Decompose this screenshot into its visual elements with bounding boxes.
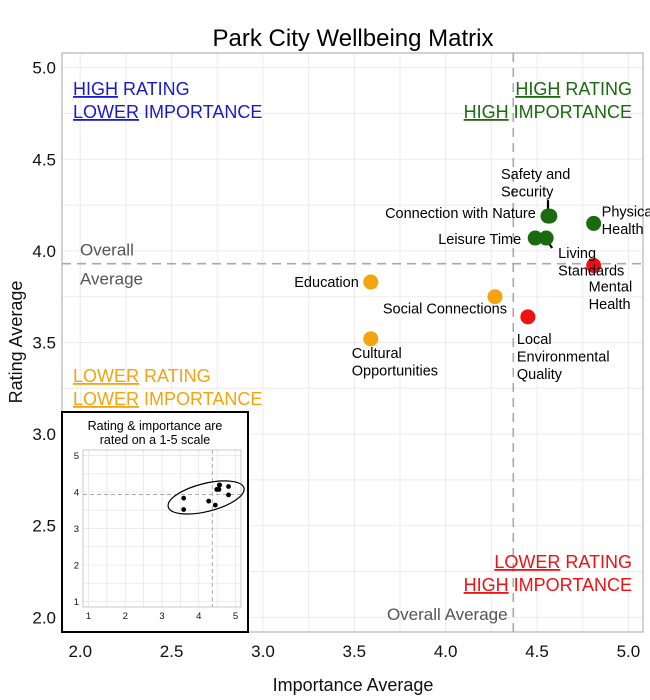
quadrant-label-bottom-left: LOWER RATING	[73, 366, 211, 386]
x-axis-title: Importance Average	[273, 675, 434, 695]
data-point	[363, 274, 379, 290]
data-point-label: Living	[558, 246, 596, 262]
inset-data-point	[212, 502, 218, 508]
quadrant-label-top-right: HIGH IMPORTANCE	[464, 102, 632, 122]
data-point	[363, 331, 379, 347]
quadrant-label-bottom-left: LOWER IMPORTANCE	[73, 389, 262, 409]
inset-title: Rating & importance are	[88, 419, 223, 433]
data-point-label: Health	[589, 297, 631, 313]
x-tick-label: 4.5	[525, 642, 549, 661]
data-point	[586, 215, 602, 231]
data-point	[520, 309, 536, 325]
y-tick-label: 4.0	[32, 242, 56, 261]
inset-data-point	[226, 492, 231, 498]
data-point-label: Mental	[589, 280, 633, 296]
quadrant-label-top-left: LOWER IMPORTANCE	[73, 102, 262, 122]
inset-data-point	[216, 487, 222, 492]
quadrant-label-bottom-right: LOWER RATING	[494, 552, 632, 572]
y-tick-label: 2.0	[32, 608, 56, 627]
x-tick-label: 5.0	[617, 642, 641, 661]
inset-data-point	[181, 507, 187, 512]
inset-plot-border	[82, 449, 242, 608]
inset-y-tick-label: 3	[74, 524, 79, 535]
inset-highlight-ellipse	[167, 480, 245, 515]
data-point-label: Quality	[517, 367, 563, 383]
data-point	[586, 258, 602, 274]
x-tick-label: 4.0	[434, 642, 458, 661]
inset-y-tick-label: 1	[74, 597, 79, 608]
data-point-label: Environmental	[517, 349, 610, 365]
data-point-label: Cultural	[352, 346, 402, 362]
inset-data-point	[181, 495, 187, 501]
data-point-label: Leisure Time	[438, 232, 521, 248]
inset-title: rated on a 1-5 scale	[100, 433, 211, 447]
chart-title: Park City Wellbeing Matrix	[213, 25, 494, 52]
data-point	[487, 289, 503, 305]
data-point-label: Education	[294, 275, 359, 291]
data-point-label: Local	[517, 332, 552, 348]
inset-y-tick-label: 4	[74, 487, 79, 498]
data-point-label: Opportunities	[352, 363, 438, 379]
data-point-label: Security	[501, 185, 554, 201]
data-point	[538, 230, 554, 246]
y-tick-label: 3.0	[32, 425, 56, 444]
data-point	[527, 230, 543, 246]
y-average-label: Overall	[80, 241, 134, 260]
inset-data-point	[226, 484, 231, 489]
data-point-label: Connection with Nature	[385, 206, 536, 222]
data-point-label: Health	[602, 222, 644, 238]
inset-x-tick-label: 5	[233, 611, 238, 622]
y-tick-label: 5.0	[32, 59, 56, 78]
y-axis-title: Rating Average	[6, 281, 26, 404]
inset-x-tick-label: 1	[86, 611, 91, 622]
y-average-label: Average	[80, 270, 143, 289]
y-tick-label: 3.5	[32, 334, 56, 353]
inset-y-tick-label: 5	[74, 451, 79, 462]
inset-data-point	[217, 482, 223, 488]
data-point-label: Physical	[602, 204, 650, 220]
x-tick-label: 2.5	[160, 642, 184, 661]
y-tick-label: 4.5	[32, 150, 56, 169]
y-tick-label: 2.5	[32, 517, 56, 536]
data-point-label: Safety and	[501, 167, 570, 183]
inset-data-point	[206, 498, 212, 504]
inset-x-tick-label: 3	[159, 611, 164, 622]
plot-area: 2.0 2.5 3.0 3.5 4.0 4.5 5.0 2.0 2.5 3.0 3.5 4.0 4.5 5…	[32, 52, 650, 661]
x-tick-label: 3.5	[343, 642, 367, 661]
data-point-label: Social Connections	[383, 302, 507, 318]
data-point-label: Standards	[558, 264, 624, 280]
quadrant-label-bottom-right: HIGH IMPORTANCE	[464, 575, 632, 595]
quadrant-label-top-right: HIGH RATING	[515, 79, 632, 99]
plot-border	[61, 52, 644, 633]
data-point	[542, 208, 558, 224]
inset-x-tick-label: 2	[123, 611, 128, 622]
quadrant-label-top-left: HIGH RATING	[73, 79, 190, 99]
x-tick-label: 3.0	[251, 642, 275, 661]
x-average-label: Overall Average	[387, 605, 508, 624]
inset-x-tick-label: 4	[196, 611, 201, 622]
x-tick-label: 2.0	[68, 642, 92, 661]
inset-y-tick-label: 2	[74, 561, 79, 572]
